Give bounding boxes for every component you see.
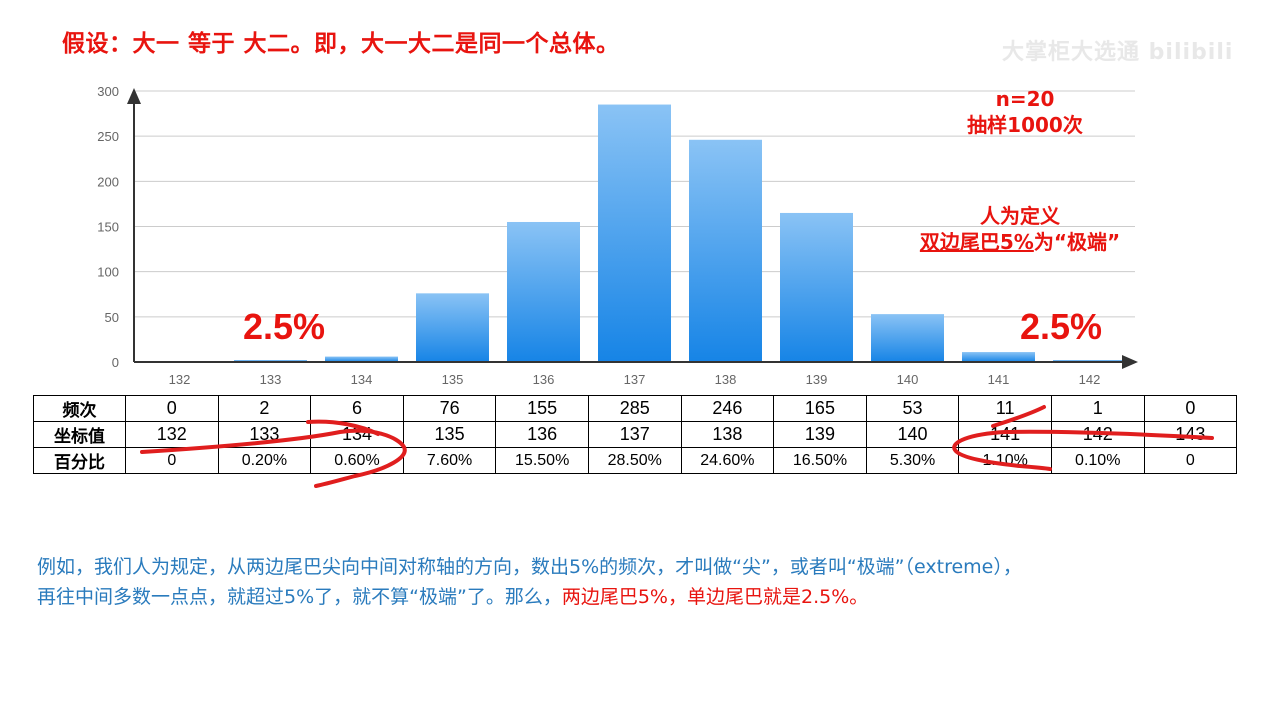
y-tick-label: 50 bbox=[105, 310, 119, 325]
y-axis-arrow bbox=[127, 88, 141, 104]
x-tick-label: 137 bbox=[624, 372, 646, 387]
bar-141 bbox=[962, 352, 1035, 362]
definition-label: 人为定义 双边尾巴5%为“极端” bbox=[895, 203, 1145, 255]
explanation-note: 例如，我们人为规定，从两边尾巴尖向中间对称轴的方向，数出5%的频次，才叫做“尖”… bbox=[37, 552, 1252, 612]
table-cell: 155 bbox=[495, 395, 589, 422]
table-cell: 142 bbox=[1050, 421, 1145, 448]
left-tail-percent: 2.5% bbox=[243, 306, 326, 347]
bar-137 bbox=[598, 104, 671, 363]
x-tick-label: 134 bbox=[351, 372, 373, 387]
x-tick-label: 135 bbox=[442, 372, 464, 387]
table-cell: 141 bbox=[958, 421, 1052, 448]
table-cell: 165 bbox=[773, 395, 867, 422]
x-tick-label: 138 bbox=[715, 372, 737, 387]
table-cell: 15.50% bbox=[495, 447, 589, 474]
table-cell: 0.20% bbox=[217, 447, 312, 474]
right-tail-percent: 2.5% bbox=[1020, 306, 1103, 347]
table-cell: 137 bbox=[587, 421, 682, 448]
n-label: n=20 bbox=[995, 87, 1055, 111]
table-cell: 0.10% bbox=[1050, 447, 1145, 474]
x-tick-label: 133 bbox=[260, 372, 282, 387]
y-tick-label: 100 bbox=[97, 265, 119, 280]
bar-134 bbox=[325, 356, 398, 362]
note-line-1: 例如，我们人为规定，从两边尾巴尖向中间对称轴的方向，数出5%的频次，才叫做“尖”… bbox=[37, 556, 1022, 578]
table-cell: 133 bbox=[217, 421, 312, 448]
table-cell: 140 bbox=[865, 421, 960, 448]
table-cell: 0 bbox=[125, 395, 219, 422]
definition-rest: 为“极端” bbox=[1033, 230, 1121, 254]
x-tick-label: 142 bbox=[1079, 372, 1101, 387]
bar-138 bbox=[689, 139, 762, 362]
table-cell: 138 bbox=[680, 421, 775, 448]
table-cell: 5.30% bbox=[865, 447, 960, 474]
note-line-2: 再往中间多数一点点，就超过5%了，就不算“极端”了。那么，两边尾巴5%，单边尾巴… bbox=[37, 582, 1252, 612]
x-axis-ticks: 132 133 134 135 136 137 138 139 140 141 142 bbox=[169, 372, 1101, 387]
watermark-logo: 大掌柜大选通 bilibili bbox=[1002, 40, 1234, 65]
table-cell: 132 bbox=[125, 421, 219, 448]
table-cell: 135 bbox=[402, 421, 497, 448]
table-row-coordinate: 坐标值 132 133 134 135 136 137 138 139 140 … bbox=[33, 421, 1238, 448]
table-cell: 139 bbox=[773, 421, 867, 448]
row-label-percent: 百分比 bbox=[33, 447, 126, 474]
x-tick-label: 136 bbox=[533, 372, 555, 387]
y-axis-ticks: 0 50 100 150 200 250 300 bbox=[97, 84, 119, 370]
table-cell: 0 bbox=[1143, 395, 1238, 422]
table-cell: 143 bbox=[1143, 421, 1238, 448]
table-cell: 16.50% bbox=[773, 447, 867, 474]
table-cell: 1 bbox=[1050, 395, 1145, 422]
table-cell: 0 bbox=[1143, 447, 1238, 474]
table-row-percent: 百分比 0 0.20% 0.60% 7.60% 15.50% 28.50% 24… bbox=[33, 447, 1238, 474]
definition-line-1: 人为定义 bbox=[980, 204, 1060, 228]
note-line-2-start: 再往中间多数一点点，就超过5%了，就不算“极端”了。那么， bbox=[37, 586, 562, 608]
table-cell: 6 bbox=[310, 395, 404, 422]
y-tick-label: 150 bbox=[97, 220, 119, 235]
table-cell: 28.50% bbox=[587, 447, 682, 474]
table-cell: 136 bbox=[495, 421, 589, 448]
table-cell: 53 bbox=[865, 395, 960, 422]
table-cell: 2 bbox=[217, 395, 312, 422]
bar-chart: 0 50 100 150 200 250 300 132 133 134 135 136 137 138… bbox=[97, 84, 1138, 387]
table-cell: 246 bbox=[680, 395, 775, 422]
frequency-table: 频次 0 2 6 76 155 285 246 165 53 11 1 0 坐标… bbox=[33, 395, 1238, 474]
table-cell: 0 bbox=[125, 447, 219, 474]
table-cell: 11 bbox=[958, 395, 1052, 422]
x-tick-label: 132 bbox=[169, 372, 191, 387]
row-label-coordinate: 坐标值 bbox=[33, 421, 126, 448]
definition-line-2: 双边尾巴5%为“极端” bbox=[895, 229, 1145, 255]
x-tick-label: 139 bbox=[806, 372, 828, 387]
row-label-frequency: 频次 bbox=[33, 395, 126, 422]
table-cell: 0.60% bbox=[310, 447, 404, 474]
bar-140 bbox=[871, 314, 944, 362]
x-tick-label: 141 bbox=[988, 372, 1010, 387]
y-tick-label: 250 bbox=[97, 129, 119, 144]
table-cell: 285 bbox=[587, 395, 682, 422]
table-cell: 134 bbox=[310, 421, 404, 448]
bar-136 bbox=[507, 221, 580, 362]
x-axis-arrow bbox=[1122, 355, 1138, 369]
x-tick-label: 140 bbox=[897, 372, 919, 387]
bar-139 bbox=[780, 212, 853, 362]
sample-size-label: n=20 抽样1000次 bbox=[955, 86, 1095, 138]
table-row-frequency: 频次 0 2 6 76 155 285 246 165 53 11 1 0 bbox=[33, 395, 1238, 422]
sampling-label: 抽样1000次 bbox=[967, 113, 1083, 137]
table-cell: 76 bbox=[402, 395, 497, 422]
table-cell: 24.60% bbox=[680, 447, 775, 474]
bars bbox=[234, 104, 1126, 363]
axes bbox=[127, 88, 1138, 369]
bar-135 bbox=[416, 293, 489, 362]
slide-heading: 假设：大一 等于 大二。即，大一大二是同一个总体。 bbox=[62, 31, 620, 57]
table-cell: 1.10% bbox=[958, 447, 1052, 474]
y-tick-label: 200 bbox=[97, 174, 119, 189]
y-tick-label: 0 bbox=[112, 355, 119, 370]
y-tick-label: 300 bbox=[97, 84, 119, 99]
definition-underlined: 双边尾巴5% bbox=[919, 230, 1034, 254]
table-cell: 7.60% bbox=[402, 447, 497, 474]
note-line-2-highlight: 两边尾巴5%，单边尾巴就是2.5%。 bbox=[561, 586, 869, 608]
